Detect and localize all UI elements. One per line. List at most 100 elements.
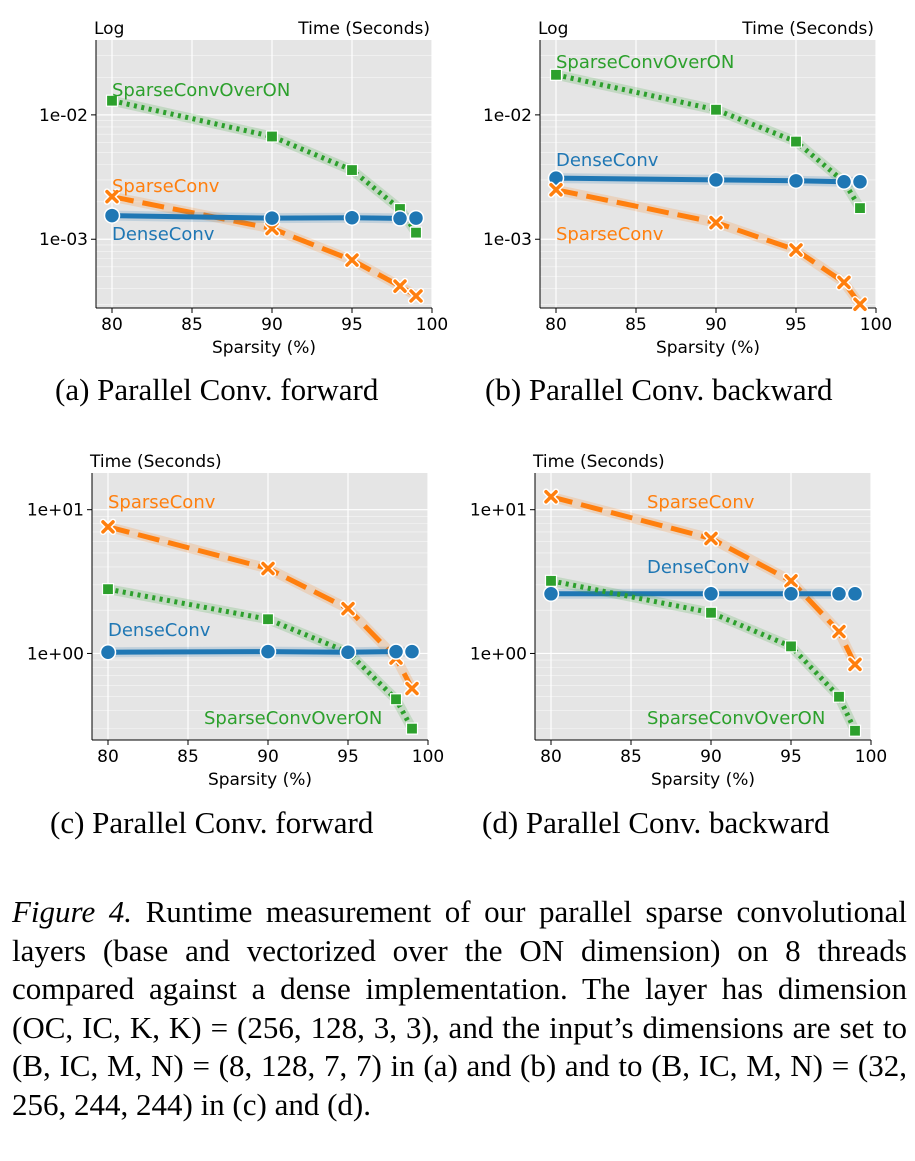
x-tick-label: 90 <box>261 315 283 335</box>
top-right-label: Time (Seconds) <box>297 19 430 39</box>
data-point <box>789 135 803 148</box>
y-tick-label: 1e-03 <box>39 230 88 250</box>
plot-area <box>96 40 432 308</box>
series-label-DenseConv: DenseConv <box>556 150 659 171</box>
data-point <box>782 572 800 590</box>
data-point <box>389 693 403 706</box>
top-left-label: Log <box>94 19 124 39</box>
marker-x <box>549 183 563 197</box>
data-point <box>846 585 864 603</box>
x-tick-label: 80 <box>101 315 123 335</box>
marker-x <box>405 681 419 696</box>
data-point <box>851 296 869 313</box>
data-point <box>542 585 560 603</box>
marker-x <box>837 275 851 290</box>
figure-caption: Figure 4. Runtime measurement of our par… <box>12 893 907 1124</box>
data-point <box>391 210 409 227</box>
y-tick-label: 1e-02 <box>483 106 532 126</box>
series-DenseConv <box>99 643 421 661</box>
data-point <box>105 94 119 107</box>
data-point <box>787 241 805 259</box>
data-point <box>830 585 848 603</box>
x-tick-label: 100 <box>855 747 887 767</box>
data-point <box>391 277 409 295</box>
data-point <box>782 585 800 603</box>
marker-x <box>789 243 803 257</box>
y-tick-label: 1e+01 <box>470 501 527 521</box>
plot-area <box>540 40 876 308</box>
marker-x <box>784 574 798 588</box>
data-point <box>848 724 862 737</box>
data-point <box>707 214 725 231</box>
series-label-SparseConvOverON: SparseConvOverON <box>647 708 825 729</box>
data-point <box>407 209 425 227</box>
data-point <box>407 287 425 305</box>
series-label-SparseConvOverON: SparseConvOverON <box>556 52 734 73</box>
x-tick-label: 85 <box>625 315 647 335</box>
series-DenseConv <box>103 207 425 227</box>
data-point <box>261 613 275 626</box>
data-point <box>339 643 357 661</box>
data-point <box>345 163 359 177</box>
marker-x <box>832 624 846 639</box>
marker-x <box>709 215 723 230</box>
series-DenseConv <box>547 169 869 190</box>
subplot-caption: (c) Parallel Conv. forward <box>50 805 374 840</box>
marker-x <box>261 561 275 576</box>
marker-x <box>345 253 359 267</box>
data-point <box>846 656 864 673</box>
series-label-SparseConvOverON: SparseConvOverON <box>204 708 382 729</box>
top-left-label: Log <box>538 19 568 39</box>
series-SparseConvOverON <box>544 574 862 737</box>
figure-4: 1e-03 1e-02 80 85 90 95 100 Log Time (Seconds) Sp… <box>27 19 892 840</box>
data-point <box>403 643 421 660</box>
x-tick-label: 95 <box>780 747 802 767</box>
series-label-SparseConv: SparseConv <box>108 492 216 513</box>
marker-x <box>105 189 119 204</box>
marker-x <box>848 657 862 672</box>
data-point <box>542 488 560 506</box>
data-point <box>265 130 279 143</box>
data-point <box>830 623 848 640</box>
data-point <box>702 585 720 603</box>
x-tick-label: 85 <box>177 747 199 767</box>
data-point <box>259 643 277 660</box>
x-tick-label: 90 <box>257 747 279 767</box>
marker-x <box>853 297 867 312</box>
series-label-DenseConv: DenseConv <box>647 557 750 578</box>
x-tick-label: 80 <box>540 747 562 767</box>
y-tick-label: 1e-02 <box>39 106 88 126</box>
series-label-SparseConvOverON: SparseConvOverON <box>112 80 290 101</box>
data-point <box>343 251 361 269</box>
data-point <box>702 530 720 547</box>
x-tick-label: 95 <box>341 315 363 335</box>
figure-number: Figure 4. <box>12 894 133 929</box>
series-label-DenseConv: DenseConv <box>112 224 215 245</box>
data-point <box>704 606 718 619</box>
marker-x <box>544 490 558 504</box>
figure-caption-text: Runtime measurement of our parallel spar… <box>12 894 907 1122</box>
x-tick-label: 85 <box>620 747 642 767</box>
data-point <box>709 103 723 116</box>
top-left-label: Time (Seconds) <box>89 452 222 472</box>
data-point <box>409 226 423 239</box>
data-point <box>101 583 115 596</box>
series-label-SparseConv: SparseConv <box>647 492 755 513</box>
x-tick-label: 90 <box>705 315 727 335</box>
data-point <box>835 173 853 190</box>
x-tick-label: 80 <box>97 747 119 767</box>
x-axis-label: Sparsity (%) <box>212 338 316 358</box>
x-axis-label: Sparsity (%) <box>208 770 312 790</box>
plot-area <box>92 473 428 740</box>
x-tick-label: 85 <box>181 315 203 335</box>
top-right-label: Time (Seconds) <box>741 19 874 39</box>
data-point <box>103 188 121 205</box>
chart-panel-d: 1e+00 1e+01 80 85 90 95 100 Time (Seconds) Spars… <box>470 452 887 840</box>
subplot-caption: (b) Parallel Conv. backward <box>485 372 833 407</box>
series-SparseConv <box>547 181 869 313</box>
data-point <box>851 173 869 190</box>
x-tick-label: 95 <box>337 747 359 767</box>
x-tick-label: 100 <box>416 315 448 335</box>
x-tick-label: 100 <box>860 315 892 335</box>
data-point <box>405 722 419 735</box>
